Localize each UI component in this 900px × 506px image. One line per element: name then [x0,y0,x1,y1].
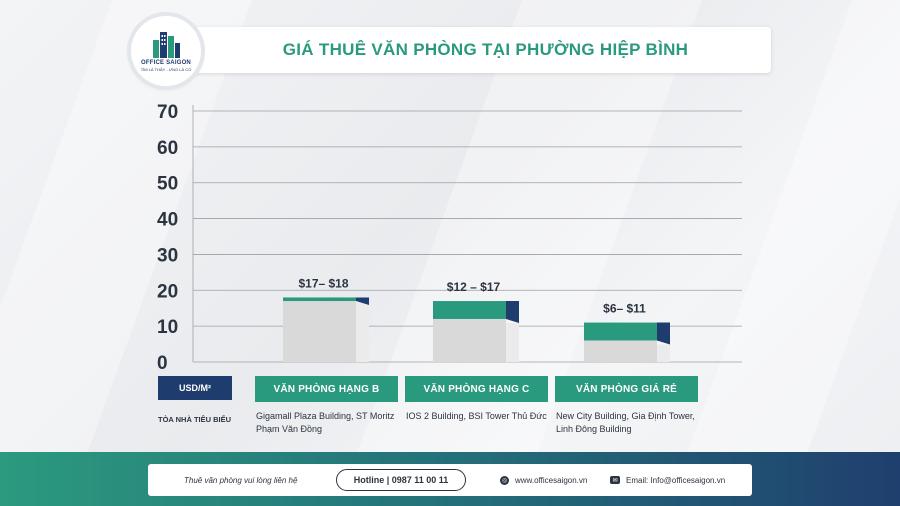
bar-range [283,297,356,302]
building-line: New City Building, Gia Định Tower, [556,411,695,421]
website-text: www.officesaigon.vn [515,475,588,485]
contact-text: Thuê văn phòng vui lòng liên hệ [184,475,298,485]
price-range-label: $6– $11 [603,302,646,316]
buildings-budget: New City Building, Gia Định Tower, Linh … [556,410,716,436]
y-tick-label: 60 [157,138,178,159]
category-badge-class-c: VĂN PHÒNG HẠNG C [405,376,548,402]
buildings-class-c: IOS 2 Building, BSI Tower Thủ Đức [406,410,566,423]
y-tick-label: 0 [157,353,168,374]
building-line: Phạm Văn Đồng [256,424,323,434]
email-text: Email: Info@officesaigon.vn [626,475,726,485]
bar-range-side [657,322,670,345]
website-link[interactable]: ◎ www.officesaigon.vn [500,475,588,485]
hotline-button[interactable]: Hotline | 0987 11 00 11 [336,469,466,491]
bar-base [584,340,657,362]
building-icon [153,32,180,58]
brand-name: OFFICE SAIGON [141,60,191,66]
representative-label: TÒA NHÀ TIÊU BIỂU [158,415,232,424]
email-link[interactable]: ✉ Email: Info@officesaigon.vn [610,476,725,485]
bar-base [433,318,506,362]
category-badge-class-b: VĂN PHÒNG HẠNG B [255,376,398,402]
y-tick-label: 30 [157,245,178,266]
brand-tagline: TÌM LÀ THẤY - ƯNG LÀ CÓ [140,67,192,72]
page-title: GIÁ THUÊ VĂN PHÒNG TẠI PHƯỜNG HIỆP BÌNH [282,40,689,59]
building-line: Gigamall Plaza Building, ST Moritz [256,411,395,421]
price-chart: 0 10 20 30 40 50 60 70 $17– $18 $12 – $17 $6– $11 [157,102,742,374]
bar-range [433,301,506,319]
category-badge-budget: VĂN PHÒNG GIÁ RẺ [555,376,698,402]
y-tick-label: 20 [157,281,178,302]
unit-badge: USD/M² [158,376,232,400]
price-range-label: $12 – $17 [447,280,501,294]
bar-range-side [356,297,369,306]
y-tick-label: 40 [157,210,178,231]
bar-base [283,301,356,362]
building-line: IOS 2 Building, BSI Tower Thủ Đức [406,411,547,421]
globe-icon: ◎ [500,475,509,485]
title-bar: GIÁ THUÊ VĂN PHÒNG TẠI PHƯỜNG HIỆP BÌNH [170,27,771,73]
price-range-label: $17– $18 [298,276,348,290]
bar-range-side [506,301,519,323]
brand-logo: OFFICE SAIGON TÌM LÀ THẤY - ƯNG LÀ CÓ [131,16,201,86]
mail-icon: ✉ [610,476,620,484]
footer-card: Thuê văn phòng vui lòng liên hệ Hotline … [148,464,752,496]
y-tick-label: 70 [157,102,178,123]
bar-base-side [356,305,369,362]
bar-base-side [506,322,519,362]
y-tick-label: 10 [157,317,178,338]
bar-base-side [657,344,670,362]
buildings-class-b: Gigamall Plaza Building, ST Moritz Phạm … [256,410,416,436]
y-tick-label: 50 [157,174,178,195]
building-line: Linh Đông Building [556,424,632,434]
bar-range [584,322,657,341]
